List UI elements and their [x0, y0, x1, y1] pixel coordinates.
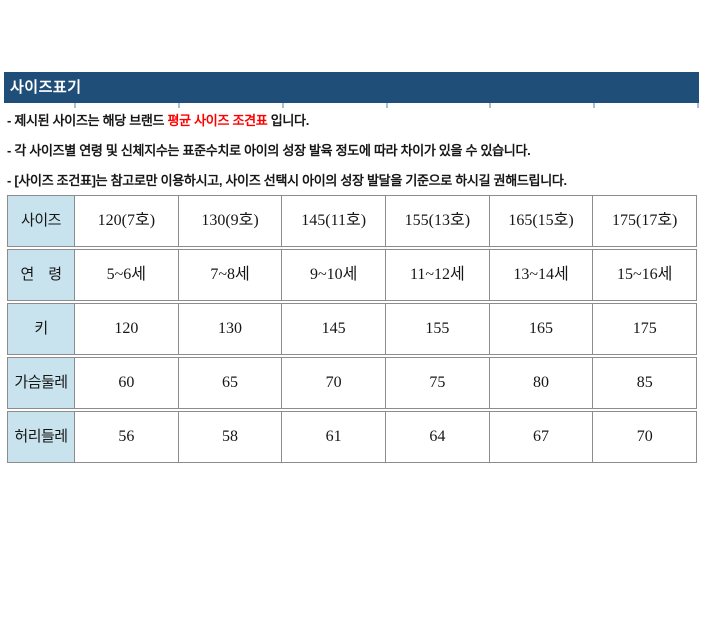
value-cell: 130 — [178, 303, 283, 355]
value-cell: 120 — [75, 303, 179, 355]
row-label-cell: 가슴둘레 — [7, 357, 75, 409]
value-cell: 60 — [75, 357, 179, 409]
note-text: - 제시된 사이즈는 해당 브랜드 — [7, 113, 168, 128]
note-line: - [사이즈 조건표]는 참고로만 이용하시고, 사이즈 선택시 아이의 성장 … — [7, 166, 697, 196]
value-cell: 70 — [282, 357, 387, 409]
tick-mark — [282, 103, 284, 108]
table-row: 허리들레 56 58 61 64 67 70 — [7, 411, 698, 463]
row-label-cell: 허리들레 — [7, 411, 75, 463]
row-label-cell: 키 — [7, 303, 75, 355]
value-cell: 165(15호) — [489, 195, 594, 247]
value-cell: 80 — [489, 357, 594, 409]
value-cell: 75 — [386, 357, 490, 409]
value-cell: 56 — [75, 411, 179, 463]
table-row: 키 120 130 145 155 165 175 — [7, 303, 698, 355]
value-cell: 175(17호) — [593, 195, 698, 247]
value-cell: 64 — [386, 411, 490, 463]
value-cell: 175 — [593, 303, 698, 355]
tick-mark — [386, 103, 388, 108]
section-title: 사이즈표기 — [10, 79, 82, 96]
table-row: 사이즈 120(7호) 130(9호) 145(11호) 155(13호) 165(15호… — [7, 195, 698, 247]
value-cell: 85 — [593, 357, 698, 409]
value-cell: 15~16세 — [593, 249, 698, 301]
note-text: - [사이즈 조건표]는 참고로만 이용하시고, 사이즈 선택시 아이의 성장 … — [7, 173, 567, 188]
value-cell: 58 — [178, 411, 283, 463]
value-cell: 120(7호) — [75, 195, 179, 247]
row-label-cell: 사이즈 — [7, 195, 75, 247]
value-cell: 5~6세 — [75, 249, 179, 301]
column-tick-marks — [0, 103, 703, 109]
section-header-bar: 사이즈표기 — [4, 72, 699, 103]
value-cell: 65 — [178, 357, 283, 409]
tick-mark — [74, 103, 76, 108]
tick-mark — [489, 103, 491, 108]
value-cell: 9~10세 — [282, 249, 387, 301]
value-cell: 165 — [489, 303, 594, 355]
tick-mark — [178, 103, 180, 108]
note-line: - 제시된 사이즈는 해당 브랜드 평균 사이즈 조견표 입니다. — [7, 106, 697, 136]
note-line: - 각 사이즈별 연령 및 신체지수는 표준수치로 아이의 성장 발육 정도에 … — [7, 136, 697, 166]
tick-mark — [697, 103, 699, 108]
value-cell: 11~12세 — [386, 249, 490, 301]
value-cell: 61 — [282, 411, 387, 463]
note-text: 입니다. — [267, 113, 310, 128]
value-cell: 67 — [489, 411, 594, 463]
value-cell: 130(9호) — [178, 195, 283, 247]
tick-mark — [593, 103, 595, 108]
value-cell: 145 — [282, 303, 387, 355]
note-highlight: 평균 사이즈 조견표 — [167, 113, 268, 128]
row-label-cell: 연 령 — [7, 249, 75, 301]
value-cell: 155 — [386, 303, 490, 355]
table-row: 가슴둘레 60 65 70 75 80 85 — [7, 357, 698, 409]
value-cell: 155(13호) — [386, 195, 490, 247]
size-table: 사이즈 120(7호) 130(9호) 145(11호) 155(13호) 165(15호… — [7, 195, 698, 463]
table-row: 연 령 5~6세 7~8세 9~10세 11~12세 13~14세 15~16세 — [7, 249, 698, 301]
note-text: - 각 사이즈별 연령 및 신체지수는 표준수치로 아이의 성장 발육 정도에 … — [7, 143, 531, 158]
value-cell: 70 — [593, 411, 698, 463]
size-notes: - 제시된 사이즈는 해당 브랜드 평균 사이즈 조견표 입니다. - 각 사이… — [7, 106, 697, 196]
value-cell: 145(11호) — [282, 195, 387, 247]
value-cell: 13~14세 — [489, 249, 594, 301]
value-cell: 7~8세 — [178, 249, 283, 301]
